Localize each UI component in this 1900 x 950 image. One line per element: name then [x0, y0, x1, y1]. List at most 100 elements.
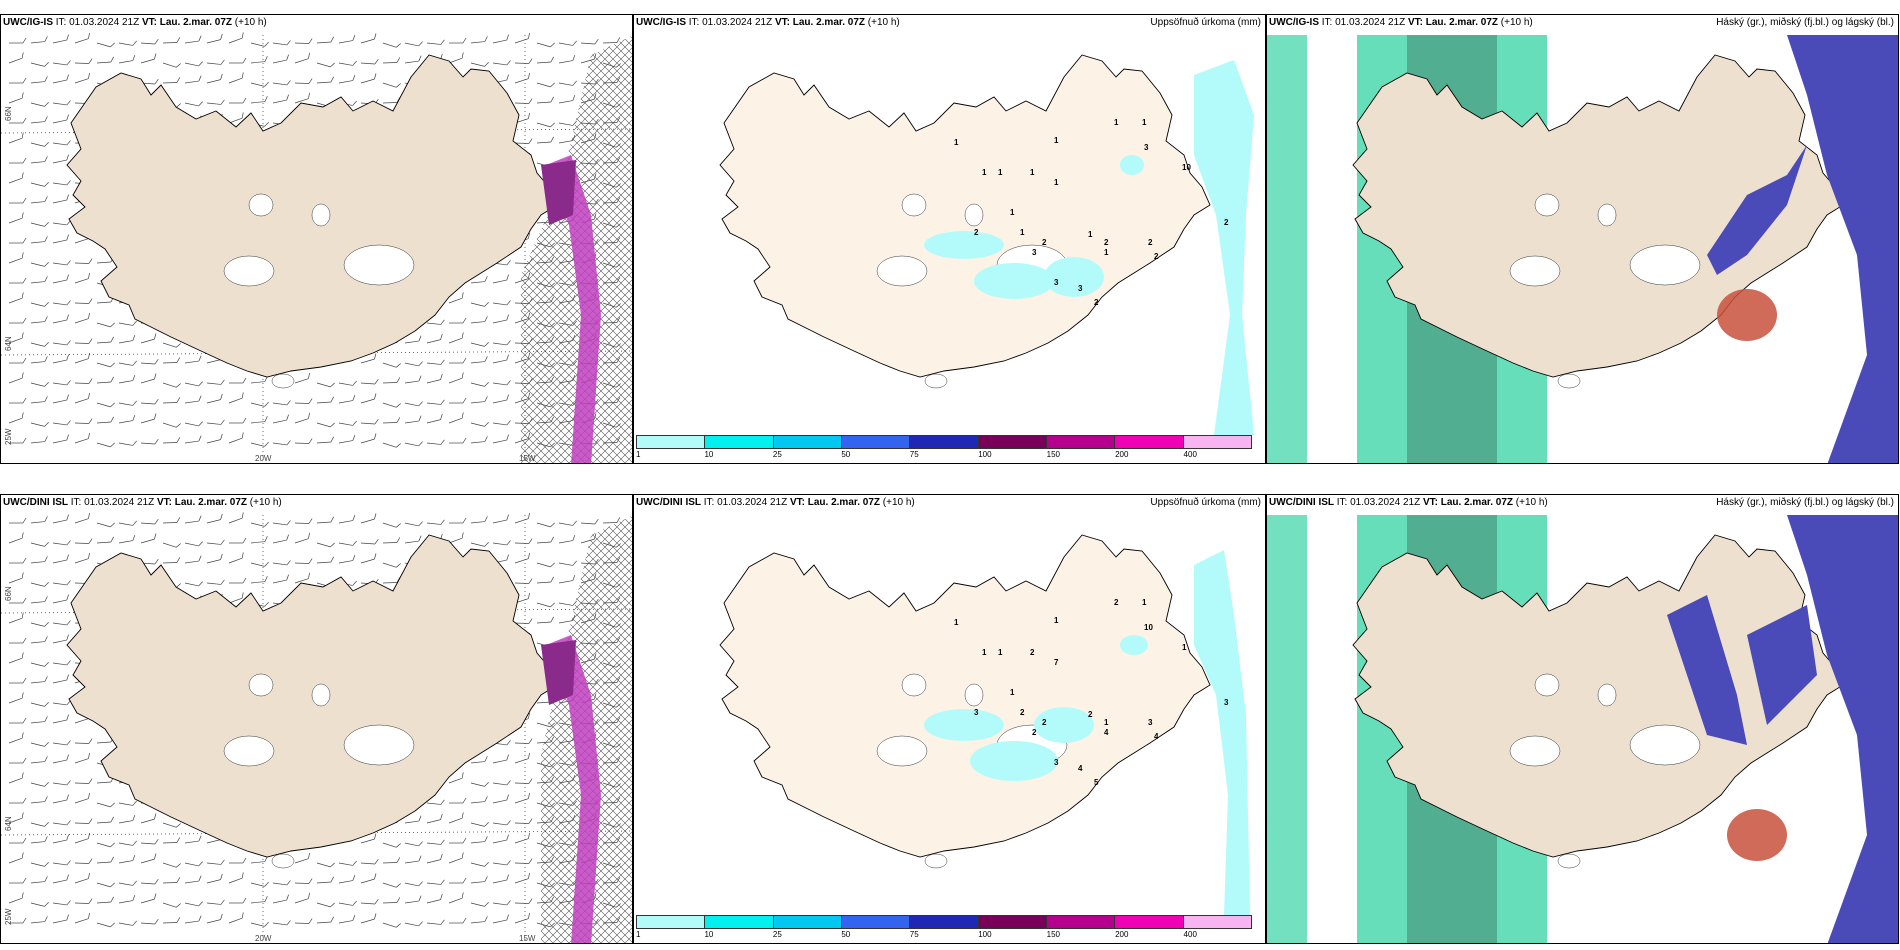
wind-barb — [470, 422, 489, 427]
cloud-high-band — [1267, 35, 1307, 463]
wind-barb — [184, 515, 202, 524]
wind-barb — [52, 754, 69, 764]
wind-barb — [470, 916, 488, 924]
wind-barb — [52, 700, 71, 706]
wind-barb — [52, 394, 69, 404]
wind-barb — [228, 512, 244, 524]
wind-barb — [360, 378, 379, 385]
wind-barb — [118, 400, 137, 406]
wind-barb — [514, 872, 530, 884]
panel-field-title: Háský (gr.), miðský (fj.bl.) og lágský (… — [1716, 17, 1894, 28]
wind-barb — [272, 94, 289, 104]
precip-value-label: 1 — [1054, 616, 1059, 625]
wind-barb — [229, 97, 247, 104]
wind-barb — [382, 82, 401, 88]
wind-barb — [184, 875, 202, 884]
wind-barb — [8, 52, 24, 64]
wind-barb — [536, 576, 554, 584]
wind-barb — [404, 55, 422, 64]
wind-barb — [9, 597, 27, 604]
wind-barb — [228, 112, 244, 124]
wind-barb — [338, 434, 356, 444]
precip-value-label: 3 — [1148, 718, 1153, 727]
wind-barb — [514, 512, 530, 524]
wind-map: 66N 64N 25W 20W 15W — [1, 32, 632, 463]
wind-barb — [74, 778, 93, 784]
wind-barb — [74, 752, 90, 764]
wind-barb — [558, 94, 576, 104]
wind-barb — [404, 815, 422, 824]
wind-barb — [514, 578, 533, 584]
wind-barb — [338, 394, 356, 404]
wind-barb — [30, 302, 49, 307]
wind-barb — [30, 222, 49, 227]
wind-barb — [8, 372, 24, 384]
wind-barb — [30, 102, 49, 107]
wind-barb — [492, 834, 509, 844]
wind-barb — [470, 396, 488, 404]
wind-barb — [74, 378, 93, 384]
wind-barb — [360, 898, 379, 905]
wind-barb — [74, 512, 90, 524]
cloud-low-area — [1727, 809, 1787, 861]
wind-barb — [30, 196, 48, 204]
wind-barb — [294, 398, 313, 404]
wind-barb — [404, 521, 423, 527]
lon-label: 25W — [4, 428, 13, 445]
legend-color-swatch — [637, 916, 706, 928]
wind-barb — [9, 837, 27, 844]
cloud-mid-area — [1787, 35, 1898, 463]
wind-barb — [9, 637, 27, 644]
legend-color-swatch — [773, 916, 842, 928]
wind-barb — [8, 812, 24, 824]
precip-value-label: 1 — [1114, 118, 1119, 127]
legend-tick-label: 25 — [772, 450, 782, 459]
wind-barb — [426, 813, 443, 824]
legend-tick-label: 50 — [841, 450, 851, 459]
wind-barb — [426, 519, 445, 525]
wind-barb — [162, 397, 181, 404]
wind-barb — [52, 780, 71, 786]
wind-barb — [9, 757, 27, 764]
legend-tick-label: 25 — [772, 930, 782, 939]
wind-barb — [74, 792, 90, 804]
wind-barb — [470, 342, 489, 347]
precip-value-label: 1 — [998, 648, 1003, 657]
wind-barb — [294, 78, 313, 84]
wind-barb — [96, 56, 114, 64]
wind-barb — [536, 562, 555, 568]
wind-barb — [140, 358, 159, 365]
glacier-shape — [1534, 673, 1560, 697]
wind-barb — [206, 393, 223, 404]
wind-barb — [514, 72, 530, 84]
wind-barb — [52, 354, 69, 364]
wind-barb — [338, 860, 357, 866]
wind-barb — [602, 37, 621, 44]
wind-barb — [228, 32, 244, 44]
wind-barb — [74, 552, 90, 564]
wind-barb — [30, 382, 49, 387]
legend-tick-label: 100 — [978, 450, 992, 459]
wind-barb — [96, 802, 115, 808]
wind-barb — [30, 396, 48, 404]
wind-barb — [30, 702, 49, 707]
wind-barb — [140, 533, 157, 544]
wind-barb — [162, 357, 181, 364]
glacier-shape — [876, 255, 928, 287]
wind-barb — [9, 677, 27, 684]
wind-barb — [449, 37, 467, 44]
wind-barb — [426, 413, 443, 424]
precip-patch — [974, 263, 1054, 299]
wind-barb — [250, 442, 269, 447]
wind-barb — [96, 816, 114, 824]
wind-barb — [492, 820, 511, 826]
lon-label: 20W — [255, 934, 272, 943]
wind-barb — [492, 914, 509, 924]
wind-barb — [360, 393, 377, 404]
wind-barb — [470, 836, 488, 844]
cloud-low-area — [1717, 289, 1777, 341]
legend-color-swatch — [705, 436, 774, 448]
lon-label: 15W — [519, 454, 536, 463]
wind-barb — [118, 814, 136, 824]
wind-barb — [294, 38, 313, 44]
